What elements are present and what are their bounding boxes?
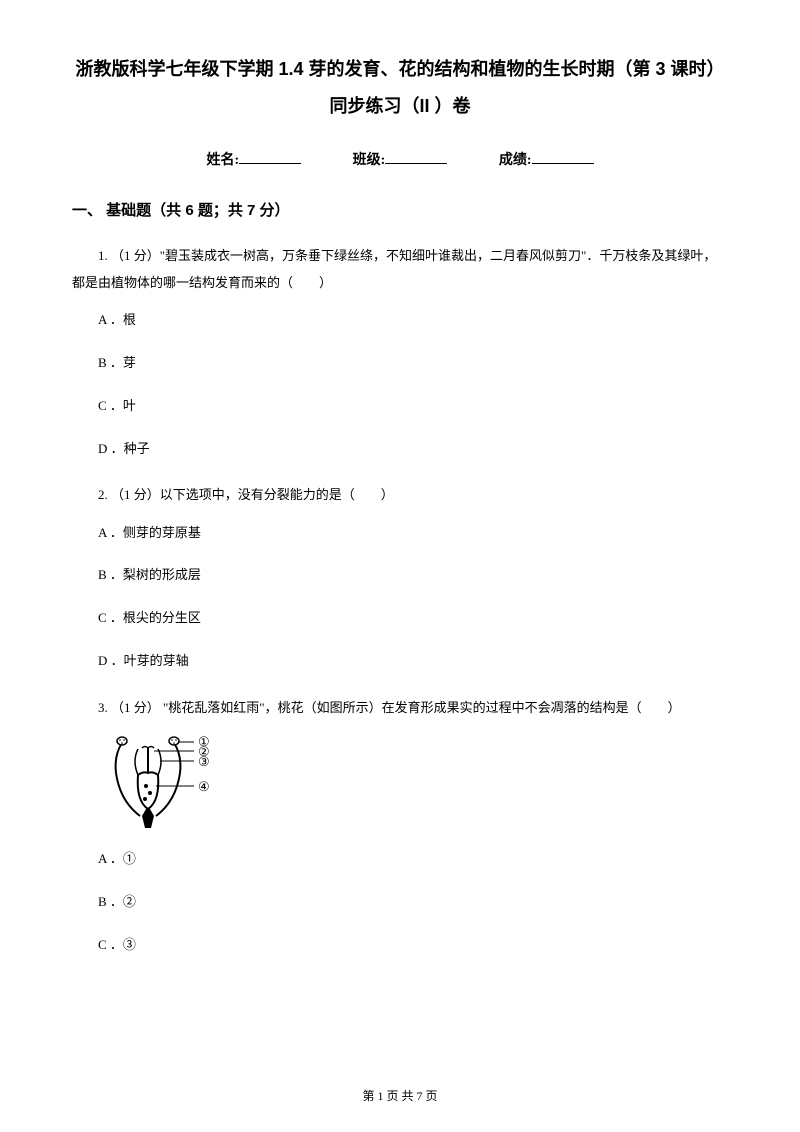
question-1: 1. （1 分）"碧玉装成衣一树高，万条垂下绿丝绦，不知细叶谁裁出，二月春风似剪… <box>72 242 728 297</box>
name-blank <box>239 150 301 164</box>
q2-option-c: C ．根尖的分生区 <box>72 608 728 629</box>
question-2: 2. （1 分）以下选项中，没有分裂能力的是（ ） <box>72 481 728 508</box>
score-blank <box>532 150 594 164</box>
info-row: 姓名: 班级: 成绩: <box>72 149 728 169</box>
q1-option-b: B ．芽 <box>72 353 728 374</box>
q1-option-d: D ．种子 <box>72 439 728 460</box>
q1-option-c: C ．叶 <box>72 396 728 417</box>
diagram-label-4: ④ <box>198 779 210 794</box>
score-label: 成绩: <box>499 149 532 169</box>
q3-option-c: C ．③ <box>72 935 728 956</box>
title-line-2: 同步练习（II ）卷 <box>72 92 728 121</box>
q2-option-d: D ．叶芽的芽轴 <box>72 651 728 672</box>
q3-option-b: B ．② <box>72 892 728 913</box>
name-label: 姓名: <box>206 149 239 169</box>
q2-option-b: B ．梨树的形成层 <box>72 565 728 586</box>
diagram-label-3: ③ <box>198 754 210 769</box>
class-blank <box>385 150 447 164</box>
q3-option-a: A ．① <box>72 849 728 870</box>
class-label: 班级: <box>353 149 386 169</box>
title-line-1: 浙教版科学七年级下学期 1.4 芽的发育、花的结构和植物的生长时期（第 3 课时… <box>72 55 728 84</box>
q1-option-a: A ．根 <box>72 310 728 331</box>
section-title: 一、 基础题（共 6 题；共 7 分） <box>72 199 728 220</box>
q2-option-a: A ．侧芽的芽原基 <box>72 523 728 544</box>
page-footer: 第 1 页 共 7 页 <box>0 1087 800 1104</box>
question-3: 3. （1 分） "桃花乱落如红雨"，桃花（如图所示）在发育形成果实的过程中不会… <box>72 694 728 721</box>
flower-diagram: ① ② ③ ④ <box>98 731 728 831</box>
